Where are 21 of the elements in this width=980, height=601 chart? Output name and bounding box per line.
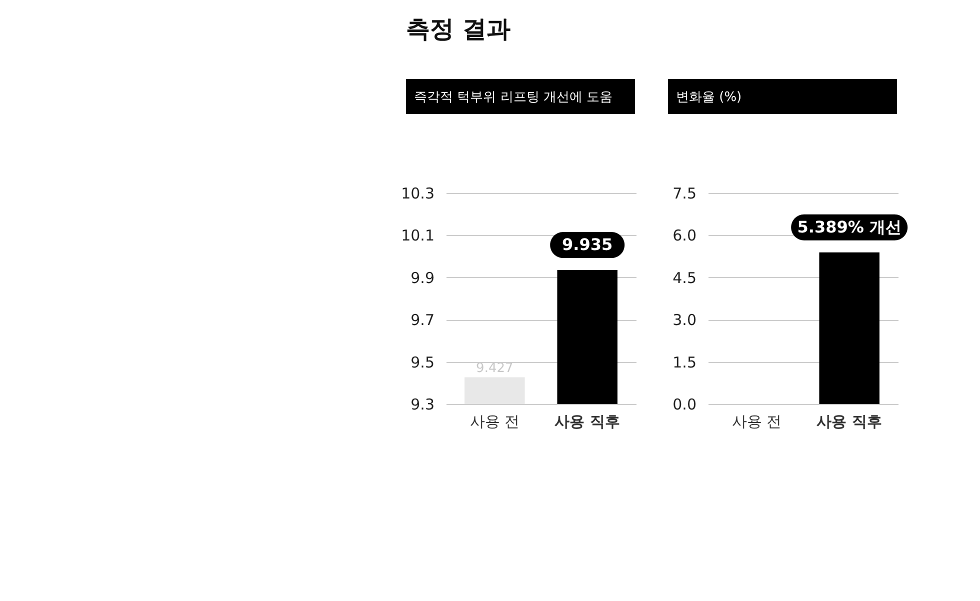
y-tick-label: 9.7 [410,311,434,330]
y-tick-label: 9.5 [410,353,434,372]
y-tick-label: 6.0 [672,226,696,245]
y-tick-label: 7.5 [672,184,696,202]
x-tick-label: 사용 전 [470,412,520,430]
data-label: 9.935 [562,235,613,254]
chart-title: 즉각적 턱부위 리프팅 개선에 도움 [414,90,613,105]
y-tick-label: 10.1 [401,226,434,245]
y-tick-label: 9.3 [410,396,434,414]
y-tick-label: 4.5 [672,268,696,287]
x-tick-label: 사용 직후 [554,412,620,430]
y-tick-label: 3.0 [672,311,696,330]
x-tick-label: 사용 전 [732,412,782,430]
y-tick-label: 9.9 [410,268,434,287]
y-tick-label: 1.5 [672,353,696,372]
data-label: 5.389% 개선 [797,217,902,236]
y-tick-label: 10.3 [401,184,434,202]
text: 측정 결과 [406,15,510,43]
x-tick-label: 사용 직후 [816,412,882,430]
y-tick-label: 0.0 [672,396,696,414]
chart-title: 변화율 (%) [676,90,742,105]
